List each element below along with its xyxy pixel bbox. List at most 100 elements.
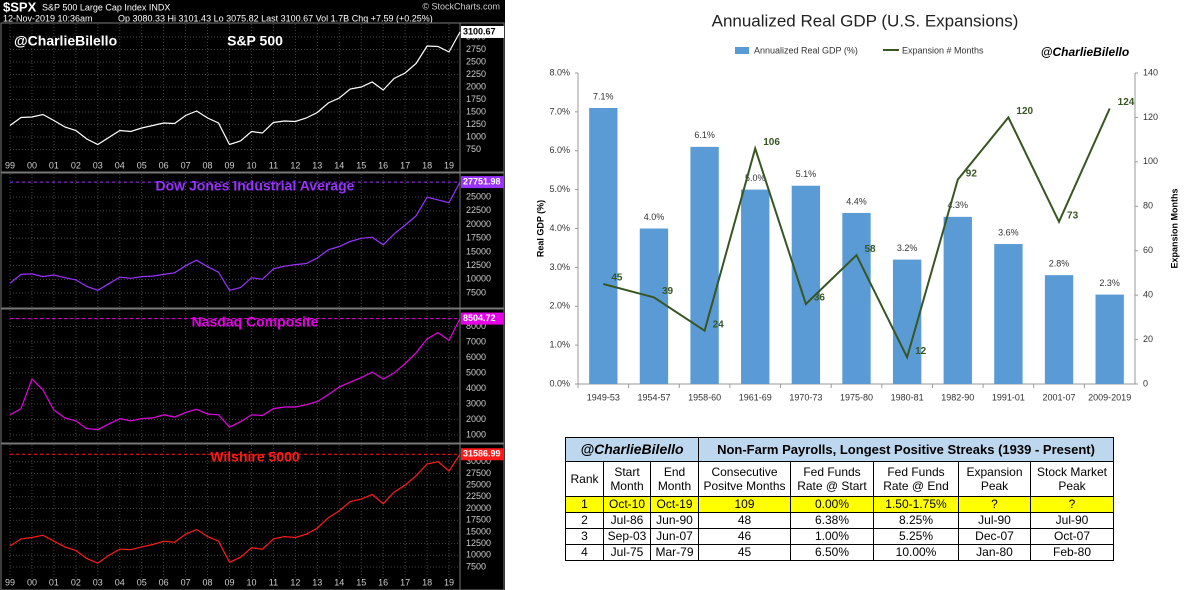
y-tick-label: 20000 <box>466 219 491 229</box>
table-cell: Jun-07 <box>650 528 699 545</box>
panel-frame <box>0 308 505 444</box>
x-tick-label: 2009-2019 <box>1088 392 1131 402</box>
x-tick-label: 04 <box>115 160 125 170</box>
x-tick-label: 1991-01 <box>992 392 1025 402</box>
line-label: 24 <box>713 319 725 330</box>
x-tick-label: 09 <box>225 577 235 587</box>
last-value-flag <box>461 448 504 461</box>
x-tick-label: 15 <box>356 160 366 170</box>
y2-tick-label: 0 <box>1143 378 1148 388</box>
table-cell: Sep-03 <box>603 528 651 545</box>
x-tick-label: 13 <box>312 160 322 170</box>
x-tick-label: 06 <box>159 160 169 170</box>
y2-tick-label: 140 <box>1143 67 1158 77</box>
x-tick-label: 12 <box>290 160 300 170</box>
table-cell: Jul-86 <box>603 512 651 529</box>
x-tick-label: 01 <box>49 160 59 170</box>
bar <box>589 107 618 385</box>
x-tick-label: 15 <box>356 577 366 587</box>
y-tick-label: 3000 <box>466 398 486 408</box>
y-tick-label: 22500 <box>466 491 491 501</box>
table-cell: 6.38% <box>790 512 874 529</box>
x-tick-label: 17 <box>400 577 410 587</box>
bar <box>1095 294 1124 384</box>
line-label: 73 <box>1067 210 1079 221</box>
last-value-flag <box>461 176 504 189</box>
price-line <box>9 31 461 146</box>
y-tick-label: 17500 <box>466 515 491 525</box>
panel-frame <box>0 443 505 590</box>
last-value-flag <box>461 25 504 38</box>
panel-handle: @CharlieBilello <box>14 33 117 49</box>
y-tick-label: 10000 <box>466 274 491 284</box>
bar-label: 4.3% <box>948 200 969 210</box>
y-tick-label: 10000 <box>466 550 491 560</box>
y-tick-label: 5000 <box>466 367 486 377</box>
table-body: @CharlieBilello Non-Farm Payrolls, Longe… <box>565 437 1114 561</box>
table-cell: Mar-79 <box>650 544 699 561</box>
y-tick-label: 1000 <box>466 131 486 141</box>
table-cell: 6.50% <box>790 544 874 561</box>
y2-axis-title: Expansion Months <box>1169 188 1179 268</box>
x-tick-label: 00 <box>27 577 37 587</box>
table-cell: Oct-07 <box>1030 528 1114 545</box>
y-tick-label: 25000 <box>466 479 491 489</box>
bar-label: 7.1% <box>593 91 614 101</box>
x-tick-label: 14 <box>334 577 344 587</box>
column-header: Consecutive Positve Months <box>698 461 791 497</box>
x-tick-label: 09 <box>225 160 235 170</box>
table-row: 2 Jul-86 Jun-90 48 6.38% 8.25% Jul-90 Jul-90 <box>565 512 1114 529</box>
y-tick-label: 20000 <box>466 503 491 513</box>
y-tick-label: 2.0% <box>549 301 570 311</box>
x-tick-label: 16 <box>378 160 388 170</box>
bar <box>741 189 770 384</box>
y-tick-label: 1750 <box>466 94 486 104</box>
price-line <box>9 453 461 564</box>
x-tick-label: 05 <box>137 577 147 587</box>
table-cell: Jul-75 <box>603 544 651 561</box>
price-line <box>9 181 461 291</box>
x-tick-label: 99 <box>5 160 15 170</box>
last-value-label: 8504.72 <box>463 313 496 323</box>
y2-tick-label: 100 <box>1143 156 1158 166</box>
y-tick-label: 12500 <box>466 260 491 270</box>
y-tick-label: 7500 <box>466 561 486 571</box>
bar <box>994 244 1023 384</box>
table-cell: Oct-10 <box>603 496 651 513</box>
x-tick-label: 13 <box>312 577 322 587</box>
x-tick-label: 10 <box>246 160 256 170</box>
y-tick-label: 30000 <box>466 456 491 466</box>
table-cell: 0.00% <box>790 496 874 513</box>
y-tick-label: 2500 <box>466 56 486 66</box>
y-tick-label: 5.0% <box>549 184 570 194</box>
column-header-row: Rank Start Month End Month Consecutive Posi… <box>565 461 1114 497</box>
panel-title: Dow Jones Industrial Average <box>156 178 355 194</box>
y-tick-label: 750 <box>466 144 481 154</box>
x-tick-label: 1982-90 <box>941 392 974 402</box>
x-tick-label: 11 <box>269 577 278 587</box>
x-tick-label: 03 <box>93 577 103 587</box>
y-tick-label: 4000 <box>466 383 486 393</box>
table-cell: Feb-80 <box>1030 544 1114 561</box>
x-tick-label: 1961-69 <box>739 392 772 402</box>
panel-title: Nasdaq Composite <box>192 314 319 330</box>
table-row: 1 Oct-10 Oct-19 109 0.00% 1.50-1.75%?? <box>565 496 1114 513</box>
last-value-flag <box>461 312 504 325</box>
bar <box>943 216 972 384</box>
y-tick-label: 4.0% <box>549 223 570 233</box>
column-header: Stock Market Peak <box>1030 461 1114 497</box>
panel-title: Wilshire 5000 <box>210 449 300 465</box>
x-tick-label: 1958-60 <box>688 392 721 402</box>
line-label: 39 <box>662 286 674 297</box>
y-tick-label: 27500 <box>466 468 491 478</box>
bar-label: 2.8% <box>1049 259 1070 269</box>
x-tick-label: 99 <box>5 577 15 587</box>
table-cell: 1 <box>565 496 604 513</box>
panel-title: S&P 500 <box>227 33 283 49</box>
x-tick-label: 2001-07 <box>1043 392 1076 402</box>
last-value-label: 3100.67 <box>463 26 496 36</box>
y-tick-label: 3.0% <box>549 262 570 272</box>
x-tick-label: 11 <box>269 160 278 170</box>
column-header: Expansion Peak <box>958 461 1031 497</box>
